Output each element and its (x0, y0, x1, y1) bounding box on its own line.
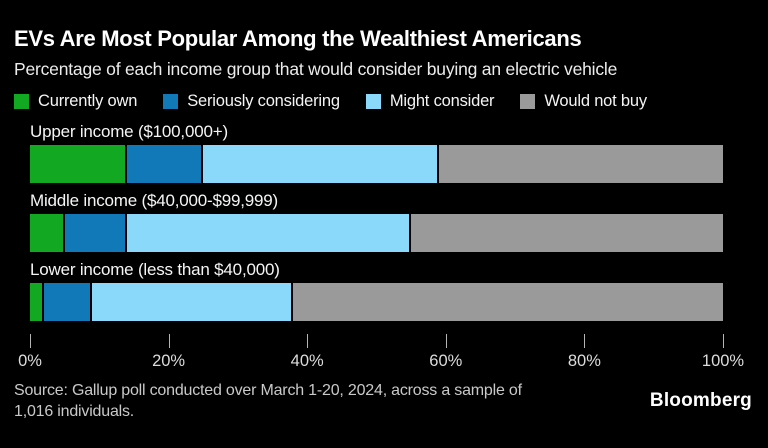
stacked-bar (30, 214, 723, 252)
x-axis: 0% 20% 40% 60% 80% 100% (18, 334, 744, 376)
source-line-1: Source: Gallup poll conducted over March… (14, 382, 522, 399)
axis-tick-line (168, 334, 170, 348)
bar-group: Upper income ($100,000+) (14, 122, 754, 183)
bar-category-label: Middle income ($40,000-$99,999) (30, 191, 279, 210)
legend-swatch-icon (163, 94, 179, 109)
axis-tick-line (307, 334, 309, 348)
axis-tick-label: 0% (18, 352, 42, 370)
bar-group: Middle income ($40,000-$99,999) (14, 191, 754, 252)
axis-tick-label: 100% (701, 352, 745, 370)
footer: Source: Gallup poll conducted over March… (14, 380, 754, 422)
bar-segment (203, 145, 439, 183)
bar-segment (30, 283, 44, 321)
chart-subtitle: Percentage of each income group that wou… (14, 59, 618, 79)
bar-segment (293, 283, 723, 321)
bar-segment (411, 214, 723, 252)
bar-segment (92, 283, 294, 321)
legend-item: Would not buy (520, 92, 647, 111)
axis-tick-line (30, 334, 31, 348)
bar-segment (43, 283, 93, 321)
axis-tick-line (445, 334, 447, 348)
bar-category-label: Upper income ($100,000+) (30, 122, 228, 141)
source-line-2: 1,016 individuals. (14, 403, 135, 420)
stacked-bar (30, 145, 723, 183)
bar-segment (30, 145, 128, 183)
bar-group: Lower income (less than $40,000) (14, 260, 754, 321)
legend-label: Would not buy (544, 92, 647, 110)
chart-title: EVs Are Most Popular Among the Wealthies… (14, 26, 582, 51)
stacked-bar-chart: Upper income ($100,000+) Middle income ($… (14, 122, 754, 321)
legend: Currently own Seriously considering Might … (14, 91, 754, 112)
axis-tick-label: 40% (290, 352, 324, 370)
axis-tick-line (723, 334, 724, 348)
bar-category-label: Lower income (less than $40,000) (30, 260, 280, 279)
axis-tick-line (584, 334, 586, 348)
legend-swatch-icon (365, 94, 381, 109)
bar-segment (127, 145, 204, 183)
bar-segment (64, 214, 127, 252)
bar-segment (30, 214, 65, 252)
legend-swatch-icon (520, 94, 536, 109)
legend-label: Currently own (38, 92, 138, 110)
stacked-bar (30, 283, 723, 321)
bar-segment (438, 145, 723, 183)
axis-tick-label: 20% (152, 352, 186, 370)
legend-item: Seriously considering (163, 92, 340, 111)
axis-tick-label: 60% (429, 352, 463, 370)
legend-item: Currently own (14, 92, 137, 111)
legend-label: Might consider (389, 92, 495, 110)
legend-swatch-icon (14, 94, 29, 109)
source-note: Source: Gallup poll conducted over March… (14, 380, 522, 422)
legend-label: Seriously considering (187, 92, 340, 110)
bloomberg-logo: Bloomberg (649, 390, 752, 411)
legend-item: Might consider (365, 92, 495, 111)
axis-tick-label: 80% (567, 352, 601, 370)
bar-segment (127, 214, 412, 252)
